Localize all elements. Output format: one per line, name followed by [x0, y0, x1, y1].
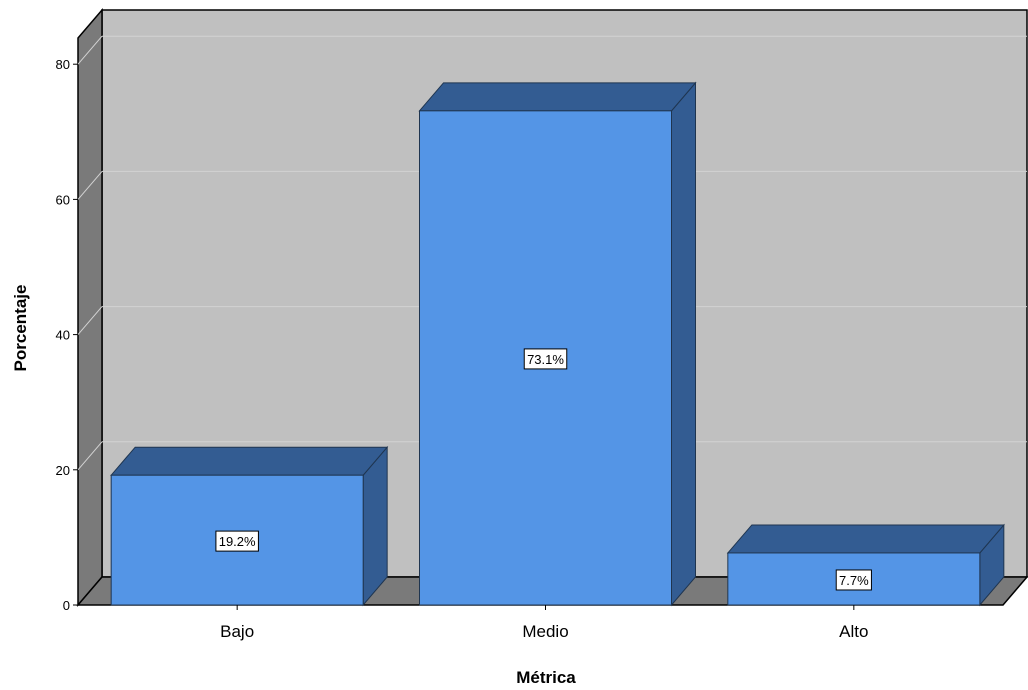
y-axis-title: Porcentaje	[11, 285, 30, 372]
gridline-side	[77, 171, 103, 200]
data-label-box	[215, 530, 259, 552]
side-wall	[77, 7, 103, 608]
data-label-box	[523, 348, 568, 370]
bars: 19.2% 73.1% 7.7%	[110, 81, 1005, 607]
gridline-side	[77, 35, 103, 65]
bar-top	[726, 524, 1005, 554]
y-tick-label: 40	[56, 328, 70, 343]
data-label: 19.2%	[219, 534, 256, 549]
data-label: 7.7%	[839, 573, 869, 588]
data-label: 73.1%	[527, 352, 564, 367]
gridline-side	[77, 306, 103, 335]
bar-bajo: 19.2%	[110, 445, 389, 607]
gridline-side	[77, 441, 103, 471]
y-tick-label: 20	[56, 463, 70, 478]
x-tick-label: Bajo	[220, 622, 254, 641]
bar-side	[671, 81, 696, 607]
bar-top	[418, 82, 697, 112]
y-tick-label: 80	[56, 57, 70, 72]
x-axis-labels: Bajo Medio Alto	[220, 605, 868, 641]
data-label-box	[835, 569, 872, 591]
bar-medio: 73.1%	[418, 81, 697, 607]
bar-alto: 7.7%	[726, 523, 1005, 607]
y-axis-ticks: 0 20 40 60 80	[56, 57, 78, 613]
y-tick-label: 60	[56, 192, 70, 207]
y-tick-label: 0	[63, 598, 70, 613]
bar-top	[110, 446, 389, 476]
x-tick-label: Alto	[839, 622, 868, 641]
x-axis-title: Métrica	[516, 668, 576, 687]
x-tick-label: Medio	[522, 622, 568, 641]
